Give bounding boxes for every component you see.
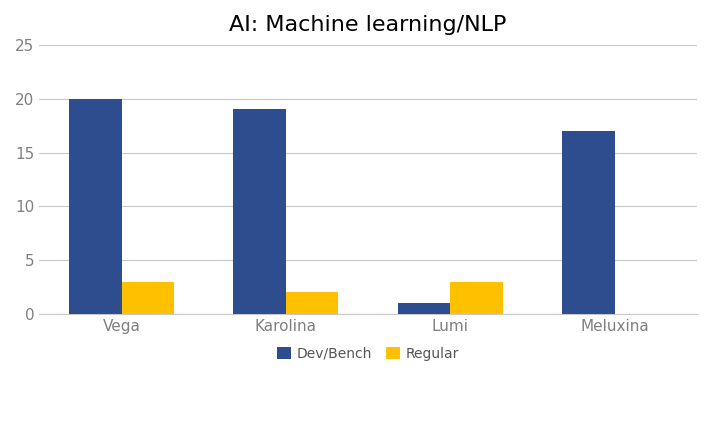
Title: AI: Machine learning/NLP: AI: Machine learning/NLP bbox=[229, 15, 507, 35]
Bar bbox=[397, 303, 450, 314]
Bar bbox=[234, 109, 286, 314]
Bar bbox=[562, 131, 614, 314]
Bar bbox=[286, 293, 338, 314]
Bar bbox=[122, 282, 174, 314]
Bar bbox=[69, 99, 122, 314]
Legend: Dev/Bench, Regular: Dev/Bench, Regular bbox=[272, 341, 464, 366]
Bar bbox=[450, 282, 503, 314]
